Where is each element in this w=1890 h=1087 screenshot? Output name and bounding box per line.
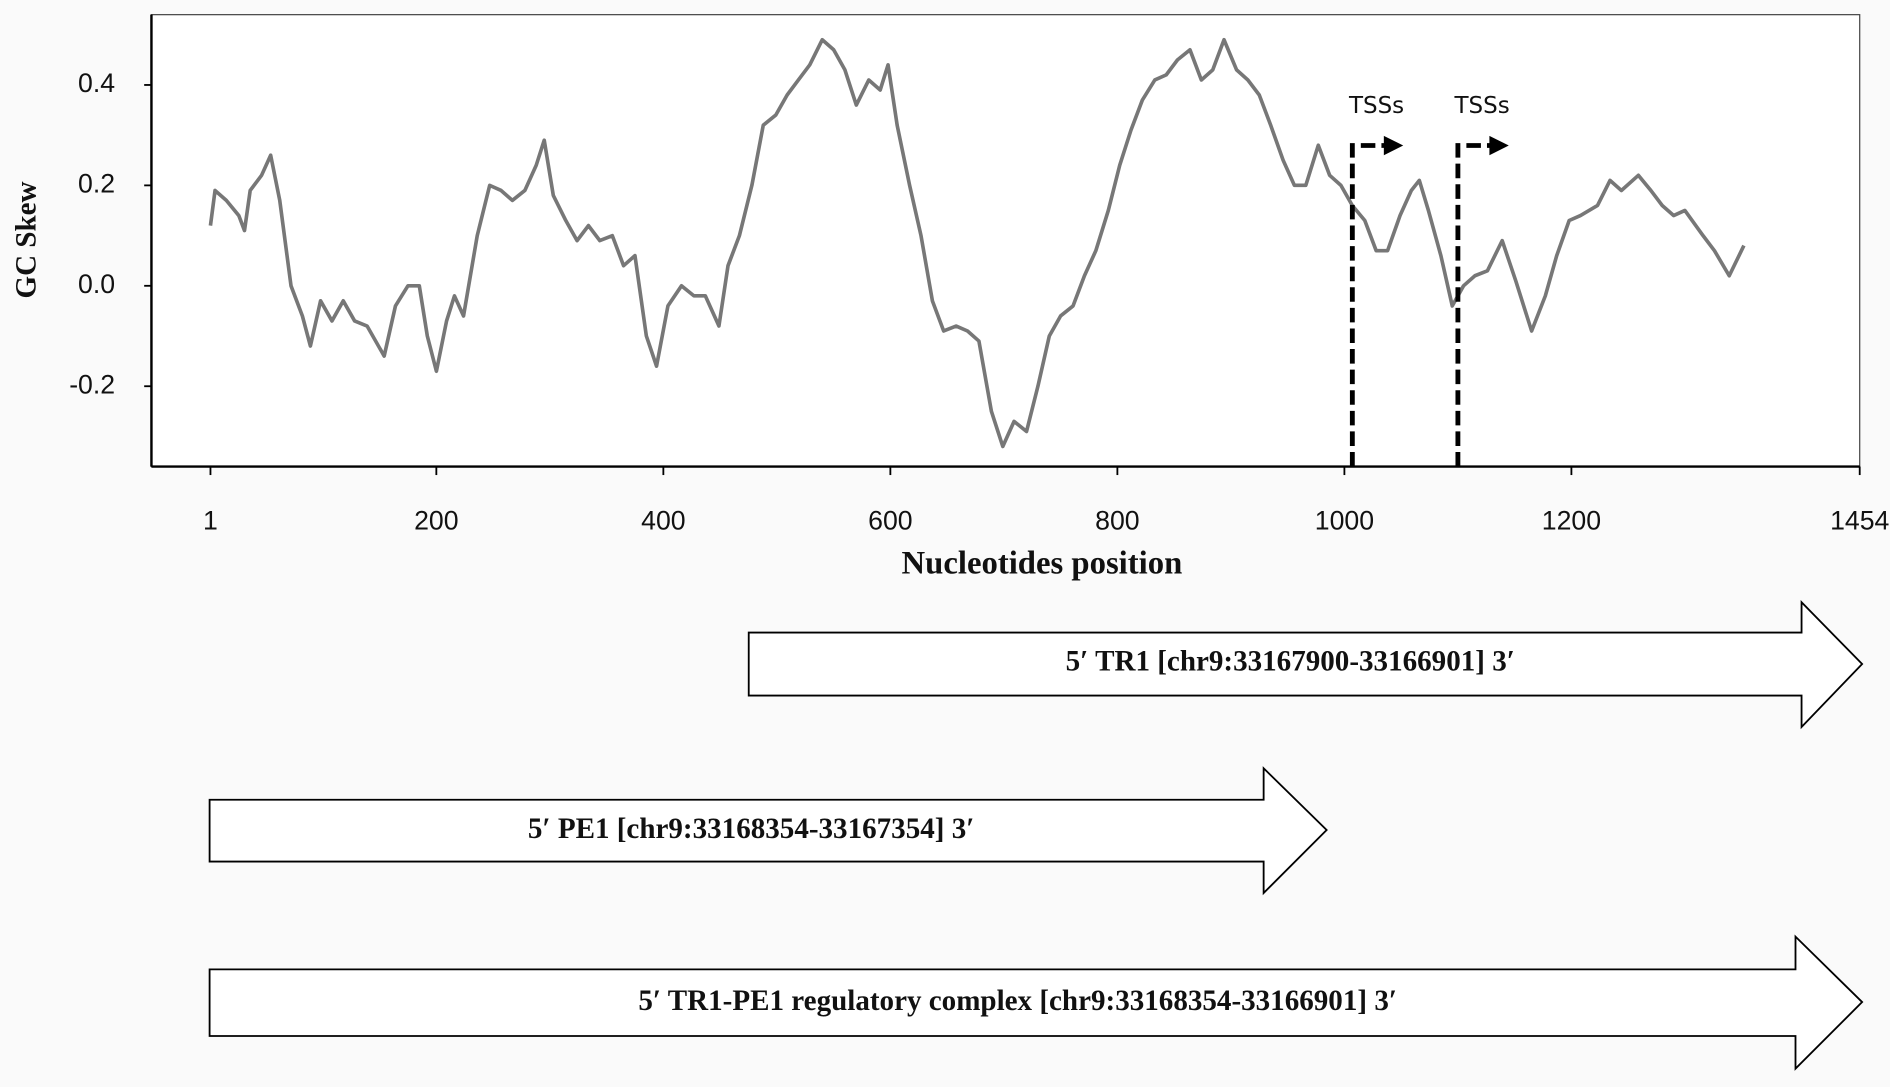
x-axis-label: Nucleotides position	[902, 545, 1183, 581]
x-tick-label: 1	[203, 505, 218, 535]
region-label: 5′ PE1 [chr9:33168354-33167354] 3′	[528, 813, 975, 845]
y-axis-label: GC Skew	[11, 181, 43, 298]
region-label: 5′ TR1 [chr9:33167900-33166901] 3′	[1066, 646, 1515, 678]
x-tick-label: 400	[641, 505, 685, 535]
y-tick-label: 0.4	[78, 68, 115, 98]
x-tick-label: 800	[1095, 505, 1139, 535]
data-line	[208, 37, 1746, 449]
y-tick-label: 0.0	[78, 269, 115, 299]
tss-arrowhead	[1489, 135, 1509, 156]
region-arrow	[208, 934, 1864, 1071]
tss-marker	[1349, 143, 1387, 467]
region-label: 5′ TR1-PE1 regulatory complex [chr9:3316…	[638, 985, 1397, 1017]
tss-arrowhead	[1383, 135, 1404, 156]
x-tick-label: 1200	[1542, 505, 1601, 535]
tss-marker	[1455, 143, 1492, 467]
y-tick-label: -0.2	[69, 369, 115, 399]
y-tick-label: 0.2	[78, 168, 115, 198]
annotation: TSSs	[1454, 93, 1510, 119]
x-tick-label: 1454	[1830, 505, 1889, 535]
x-tick-label: 600	[868, 505, 912, 535]
plot-area	[150, 14, 1861, 468]
x-tick-label: 1000	[1315, 505, 1374, 535]
x-tick-label: 200	[414, 505, 458, 535]
annotation: TSSs	[1348, 93, 1404, 119]
region-arrow	[208, 766, 1328, 896]
region-arrow	[747, 600, 1864, 730]
